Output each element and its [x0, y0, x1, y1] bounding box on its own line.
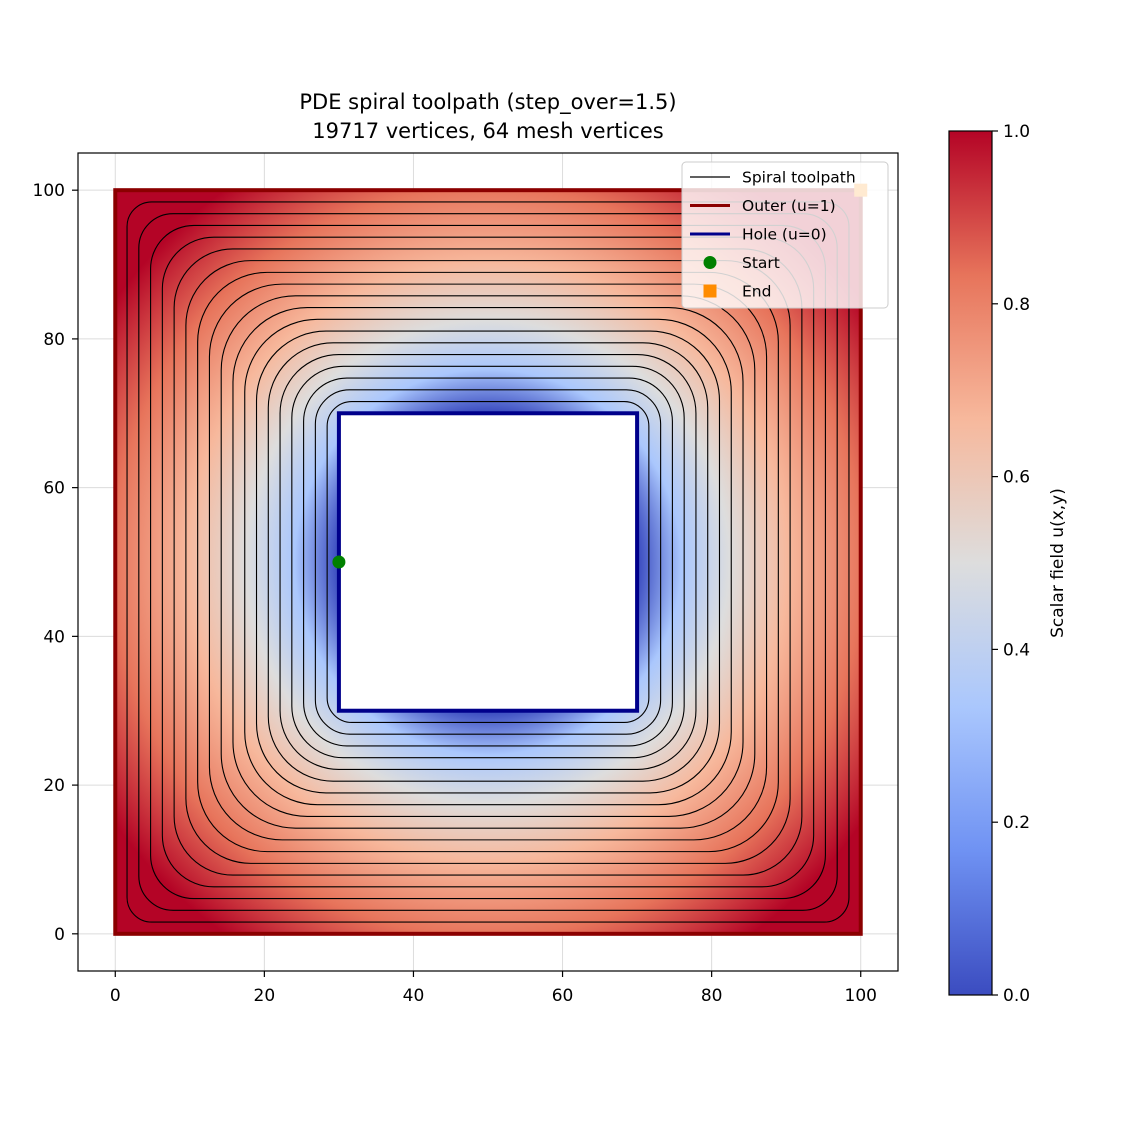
- y-tick-label: 40: [43, 627, 65, 647]
- outer-boundary: [113, 188, 863, 936]
- legend-box: [681, 161, 889, 309]
- legend: Spiral toolpath Outer (u=1) Hole (u=0) Star…: [681, 161, 889, 309]
- colorbar-scale: [948, 130, 993, 996]
- spiral-loop: [291, 365, 685, 759]
- y-tick-label: 60: [43, 479, 65, 499]
- chart-subtitle: 19717 vertices, 64 mesh vertices: [312, 119, 663, 143]
- x-axis-ticks: 0 20 40 60 80 100: [110, 971, 877, 1006]
- y-tick-label: 20: [43, 776, 65, 796]
- colorbar-tick-label: 0.0: [1003, 986, 1030, 1006]
- legend-item: Start: [703, 254, 780, 272]
- spiral-loop: [267, 342, 709, 782]
- spiral-loop: [208, 283, 768, 841]
- colorbar-tick-label: 1.0: [1003, 122, 1030, 142]
- colorbar: 0.0 0.2 0.4 0.6 0.8 1.0 Scalar field u(x,y): [948, 122, 1068, 1006]
- legend-swatch: [703, 284, 717, 298]
- y-tick-label: 0: [54, 925, 65, 945]
- spiral-loop: [185, 260, 791, 864]
- spiral-loop: [244, 318, 732, 806]
- start-marker: [332, 555, 346, 569]
- colorbar-label: Scalar field u(x,y): [1048, 488, 1068, 638]
- x-tick-label: 0: [110, 986, 121, 1006]
- spiral-loop: [232, 307, 744, 817]
- spiral-loop: [161, 236, 815, 888]
- y-tick-label: 80: [43, 330, 65, 350]
- colorbar-tick-label: 0.8: [1003, 295, 1030, 315]
- legend-swatch: [703, 256, 717, 269]
- spiral-loop: [255, 330, 721, 794]
- spiral-loop: [220, 295, 756, 829]
- x-tick-label: 80: [701, 986, 723, 1006]
- spiral-loop: [173, 248, 803, 876]
- spiral-loop: [197, 271, 779, 853]
- y-axis-ticks: 0 20 40 60 80 100: [33, 181, 78, 945]
- x-tick-label: 60: [552, 986, 574, 1006]
- legend-label: End: [742, 283, 771, 301]
- legend-label: Spiral toolpath: [742, 169, 856, 187]
- legend-item: End: [703, 283, 771, 301]
- spiral-loop: [314, 389, 662, 735]
- colorbar-tick-label: 0.6: [1003, 468, 1030, 488]
- spiral-loop: [138, 213, 838, 911]
- hole-area: [338, 413, 638, 711]
- y-tick-label: 100: [33, 181, 65, 201]
- colorbar-tick-label: 0.4: [1003, 640, 1030, 660]
- x-tick-label: 40: [403, 986, 425, 1006]
- spiral-loop: [279, 354, 697, 770]
- legend-label: Start: [742, 254, 780, 272]
- colorbar-ticks: 0.0 0.2 0.4 0.6 0.8 1.0: [992, 122, 1030, 1006]
- plot-frame: [77, 152, 899, 972]
- spiral-loop: [303, 377, 673, 747]
- spiral-loop: [326, 400, 650, 724]
- x-tick-label: 100: [845, 986, 877, 1006]
- legend-item: Hole (u=0): [690, 226, 827, 244]
- legend-label: Outer (u=1): [742, 197, 836, 215]
- x-tick-label: 20: [254, 986, 276, 1006]
- chart-title: PDE spiral toolpath (step_over=1.5): [299, 90, 676, 115]
- legend-label: Hole (u=0): [742, 226, 827, 244]
- legend-item: Spiral toolpath: [690, 169, 856, 187]
- colorbar-tick-label: 0.2: [1003, 813, 1030, 833]
- legend-item: Outer (u=1): [690, 197, 836, 215]
- spiral-toolpath: [126, 201, 850, 923]
- spiral-loop: [126, 201, 850, 923]
- spiral-loop: [150, 224, 826, 900]
